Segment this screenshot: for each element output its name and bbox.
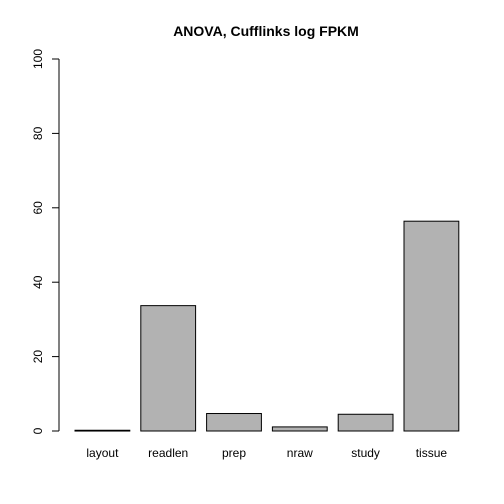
x-category-label: layout <box>86 446 119 460</box>
x-category-label: readlen <box>148 446 188 460</box>
x-axis-labels: layout readlen prep nraw study tissue <box>86 446 447 460</box>
x-category-label: tissue <box>416 446 448 460</box>
chart-title: ANOVA, Cufflinks log FPKM <box>173 23 359 39</box>
bar-study <box>337 413 394 432</box>
x-category-label: prep <box>222 446 246 460</box>
bar-tissue <box>403 220 460 432</box>
bar-nraw <box>271 426 328 432</box>
y-tick-label: 60 <box>31 201 45 215</box>
bar-layout <box>74 429 131 432</box>
bar-readlen <box>140 305 197 432</box>
y-tick-label: 0 <box>31 427 45 434</box>
x-category-label: study <box>351 446 380 460</box>
bar-prep <box>206 413 262 432</box>
y-tick-label: 80 <box>31 126 45 140</box>
x-category-label: nraw <box>287 446 313 460</box>
y-tick-label: 100 <box>31 49 45 69</box>
y-tick-label: 20 <box>31 350 45 364</box>
y-tick-label: 40 <box>31 275 45 289</box>
y-axis: 0 20 40 60 80 100 <box>31 49 59 434</box>
bars <box>74 220 460 432</box>
